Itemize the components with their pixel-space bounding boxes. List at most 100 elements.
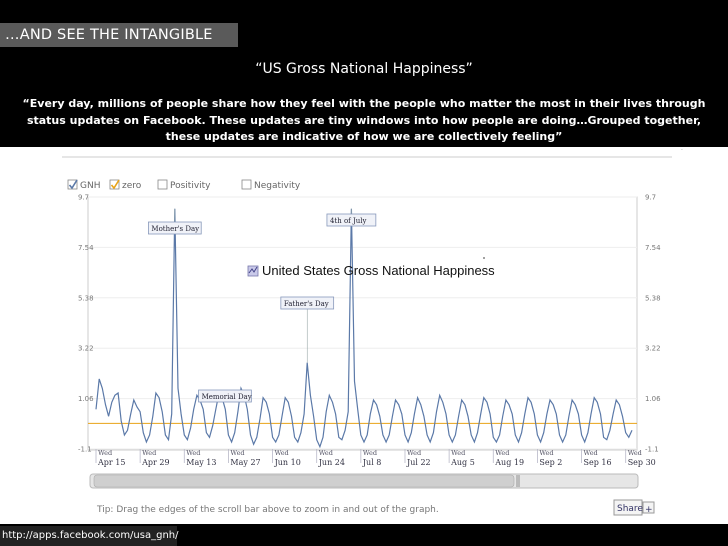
legend-label: GNH <box>80 181 100 191</box>
scrollbar[interactable] <box>89 473 639 489</box>
legend-label: Positivity <box>170 181 211 191</box>
annotation-box[interactable] <box>198 389 252 403</box>
x-tick-date: Jun 10 <box>274 458 301 467</box>
x-tick-date: Jul 8 <box>362 458 382 467</box>
legend-checkbox[interactable] <box>67 179 78 190</box>
y-tick-label: 7.54 <box>78 244 94 252</box>
x-tick-day: Wed <box>451 449 465 457</box>
legend-item-zero[interactable]: zero <box>109 179 142 191</box>
share-plus-box[interactable] <box>642 501 655 514</box>
y-tick-label: -1.1 <box>645 446 659 454</box>
legend-checkbox[interactable] <box>109 179 120 190</box>
x-tick-date: Aug 19 <box>494 458 524 467</box>
y-tick-label: 3.22 <box>78 345 94 353</box>
annotation-label: Father's Day <box>284 300 329 308</box>
chart-panel: GNH zero Positivity Negativity 9.7 7.54 5.38 3… <box>0 147 728 524</box>
chart-title-overlay: United States Gross National Happiness <box>247 257 495 278</box>
x-tick-day: Wed <box>407 449 421 457</box>
legend-item-negativity[interactable]: Negativity <box>241 179 301 191</box>
y-tick-label: 5.38 <box>645 294 661 302</box>
slide-title: “US Gross National Happiness” <box>255 61 473 77</box>
x-tick-date: Apr 29 <box>141 458 169 467</box>
y-tick-label: 1.06 <box>78 395 94 403</box>
corner-mark: . <box>681 147 683 152</box>
gnh-chart: GNH zero Positivity Negativity 9.7 7.54 5.38 3… <box>62 147 683 516</box>
annotation-box[interactable] <box>148 221 202 235</box>
legend-item-gnh[interactable]: GNH <box>67 179 100 191</box>
checkmark-icon <box>110 179 120 190</box>
legend-label: zero <box>122 181 142 191</box>
x-tick-date: Sep 30 <box>628 458 656 467</box>
y-axis-right: 9.7 7.54 5.38 3.22 1.06 -1.1 <box>645 194 661 454</box>
x-tick-day: Wed <box>539 449 553 457</box>
y-tick-label: 7.54 <box>645 244 661 252</box>
chart-glyph-line-icon <box>248 266 258 274</box>
annotation-label: 4th of July <box>330 217 367 225</box>
x-tick-day: Wed <box>98 449 112 457</box>
share-button-box[interactable] <box>613 499 643 516</box>
gnh-series-line <box>95 208 633 449</box>
y-tick-label: 9.7 <box>78 194 89 202</box>
legend-checkbox[interactable] <box>241 179 252 190</box>
annotation-memorial-day[interactable]: Memorial Day <box>198 389 252 403</box>
plot-frame <box>87 196 638 451</box>
annotation-father-s-day[interactable]: Father's Day <box>280 296 335 363</box>
annotation-4th-of-july[interactable]: 4th of July <box>326 208 377 227</box>
y-tick-label: 3.22 <box>645 345 661 353</box>
x-tick-date: Sep 16 <box>584 458 612 467</box>
scrollbar-handle[interactable] <box>516 475 520 487</box>
share-button[interactable]: Share + <box>613 499 655 516</box>
share-plus-icon: + <box>645 505 653 515</box>
scrollbar-thumb[interactable] <box>93 474 515 488</box>
section-header: …AND SEE THE INTANGIBLE <box>0 23 238 47</box>
x-tick-date: Jun 24 <box>318 458 345 467</box>
x-tick-day: Wed <box>363 449 377 457</box>
x-tick-day: Wed <box>495 449 509 457</box>
x-tick-date: Apr 15 <box>97 458 125 467</box>
x-tick-day: Wed <box>275 449 289 457</box>
x-tick-day: Wed <box>584 449 598 457</box>
checkmark-icon <box>68 179 78 190</box>
annotation-label: Memorial Day <box>202 393 252 401</box>
annotation-box[interactable] <box>326 213 377 227</box>
legend-label: Negativity <box>254 181 301 191</box>
annotation-mother-s-day[interactable]: Mother's Day <box>148 208 202 235</box>
gridlines <box>88 196 637 450</box>
x-tick-day: Wed <box>186 449 200 457</box>
chart-title: United States Gross National Happiness <box>262 263 495 278</box>
y-axis-left: 9.7 7.54 5.38 3.22 1.06 -1.1 <box>78 194 94 454</box>
chart-legend: GNH zero Positivity Negativity <box>67 179 301 191</box>
x-tick-date: Sep 2 <box>539 458 562 467</box>
x-tick-date: Jul 22 <box>406 458 431 467</box>
y-tick-label: 9.7 <box>645 194 656 202</box>
legend-item-positivity[interactable]: Positivity <box>157 179 211 191</box>
y-tick-label: 1.06 <box>645 395 661 403</box>
y-tick-label: 5.38 <box>78 294 94 302</box>
x-tick-date: May 27 <box>230 458 260 467</box>
x-tick-day: Wed <box>142 449 156 457</box>
annotations: Mother's Day Memorial Day Father's Day 4th … <box>148 208 377 403</box>
x-tick-day: Wed <box>628 449 642 457</box>
y-tick-label: -1.1 <box>78 446 92 454</box>
annotation-label: Mother's Day <box>151 225 199 233</box>
x-tick-date: Aug 5 <box>450 458 475 467</box>
annotation-box[interactable] <box>280 296 335 310</box>
x-tick-day: Wed <box>230 449 244 457</box>
source-url[interactable]: http://apps.facebook.com/usa_gnh/ <box>0 526 179 546</box>
slide-quote: “Every day, millions of people share how… <box>22 97 706 143</box>
legend-checkbox[interactable] <box>157 179 168 190</box>
